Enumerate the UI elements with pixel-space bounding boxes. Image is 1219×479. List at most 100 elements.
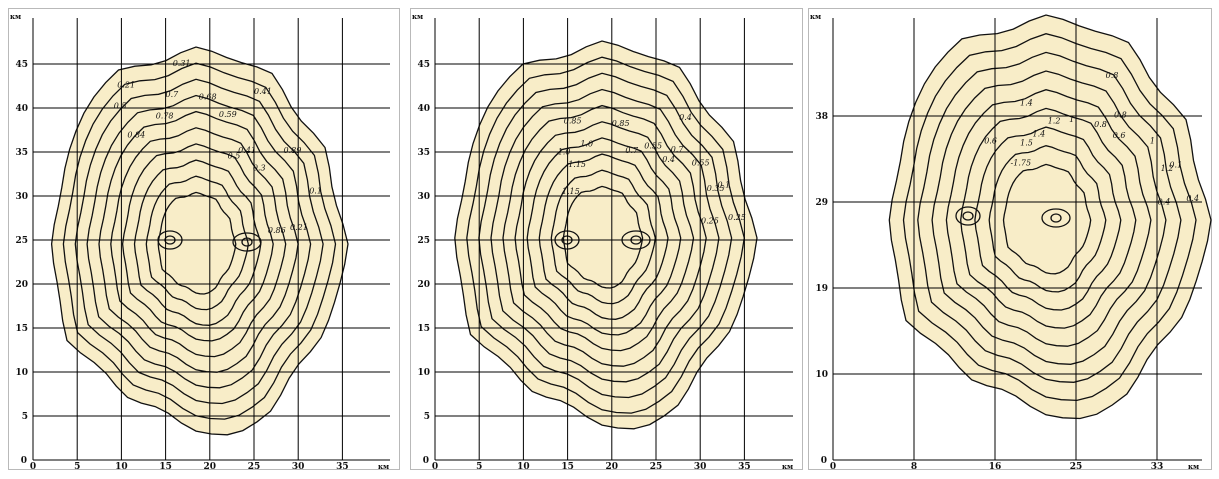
y-tick-label: 35: [417, 148, 430, 158]
contour-value-label: 0.6: [984, 137, 997, 146]
contour-value-label: 0.89: [283, 146, 301, 155]
y-tick-label: 15: [15, 324, 28, 334]
contour-line: [960, 107, 1137, 329]
contour-value-label: 0.7: [671, 145, 685, 154]
x-tick-label: 20: [204, 462, 217, 470]
contour-line: [74, 78, 324, 405]
contour-value-label: 0.21: [117, 80, 135, 89]
y-tick-label: 40: [417, 104, 430, 114]
contour-value-label: 0.25: [728, 213, 746, 222]
y-tick-label: 5: [424, 412, 430, 422]
contour-line: [945, 89, 1152, 347]
contour-line: [931, 70, 1167, 365]
x-tick-label: 25: [1070, 462, 1083, 470]
map-grid: [832, 18, 1202, 461]
contour-line: [466, 56, 745, 414]
y-tick-label: 15: [417, 324, 430, 334]
contour-value-label: 0.59: [219, 110, 237, 119]
x-tick-label: 15: [159, 462, 172, 470]
contour-value-label: 0.55: [644, 142, 662, 151]
map-grid: [32, 18, 390, 461]
contour-value-label: 0.5: [114, 102, 127, 111]
peak-core-contour: [962, 211, 974, 221]
contour-line: [1002, 163, 1092, 275]
contour-map-3: 0 8 16 25 33101929380кмкм0.10.40.60.811.21.4…: [808, 8, 1212, 470]
contour-value-label: 0.8: [1094, 120, 1107, 129]
x-unit-label: км: [782, 462, 793, 470]
map-area: [888, 14, 1212, 420]
x-tick-label: 10: [115, 462, 128, 470]
contour-value-label: 1.0: [580, 139, 593, 148]
contour-line: [562, 185, 644, 289]
x-tick-label: 0: [432, 462, 438, 470]
contour-value-label: 1.5: [1020, 138, 1033, 147]
peak-contour: [955, 206, 981, 226]
contour-value-label: 0.4: [662, 155, 675, 164]
contour-value-label: 0.41: [238, 146, 256, 155]
contour-value-label: 0.4: [1158, 198, 1171, 207]
x-tick-label: 8: [911, 462, 917, 470]
y-tick-label: 29: [815, 198, 828, 208]
contour-value-label: 1.4: [1020, 99, 1033, 108]
contour-value-label: 1.15: [568, 160, 586, 169]
contour-value-label: 0.55: [692, 159, 710, 168]
y-tick-label: 5: [22, 412, 28, 422]
x-tick-label: 0: [30, 462, 36, 470]
contour-value-label: 0.8: [1106, 71, 1119, 80]
map-area: [50, 46, 349, 436]
contour-line: [538, 153, 669, 320]
contour-value-label: 1.0: [558, 148, 571, 157]
contour-line: [157, 191, 237, 295]
contour-value-label: 0.7: [166, 90, 180, 99]
y-tick-label: 38: [815, 112, 828, 122]
y-tick-label: 40: [15, 104, 28, 114]
x-unit-label: км: [1188, 462, 1199, 470]
x-tick-label: 5: [74, 462, 80, 470]
contour-line: [145, 175, 249, 311]
y-unit-label: км: [810, 12, 821, 21]
contour-value-label: 0.4: [1186, 194, 1199, 203]
y-tick-label: 10: [417, 368, 430, 378]
contour-line: [526, 137, 682, 336]
contour-line: [490, 88, 720, 383]
contour-value-label: 1: [1069, 115, 1074, 124]
contour-value-label: 0.85: [564, 116, 582, 125]
map-panel-1: 0 5 10 15 20 25 30 35 5 10 15 20 25 30 35 40 45 0 км км 0.1 0…: [8, 8, 400, 470]
x-tick-label: 30: [694, 462, 707, 470]
contour-value-label: 0.1: [1169, 161, 1182, 170]
x-tick-label: 30: [292, 462, 305, 470]
y-unit-label: км: [412, 12, 423, 21]
panel-frame: [8, 8, 400, 470]
map-panel-3: 0 8 16 25 33 10 19 29 38 0 км км 0.1 0.4 0.6 0.8 1 1.2 1.4…: [808, 8, 1212, 470]
y-tick-label: 0: [423, 456, 429, 466]
x-tick-label: 35: [336, 462, 349, 470]
map-grid: [434, 18, 793, 461]
contour-line: [121, 143, 274, 342]
contour-line: [902, 33, 1197, 402]
contour-line: [917, 51, 1182, 383]
x-unit-label: км: [378, 462, 389, 470]
contour-value-label: 0.1: [718, 181, 731, 190]
contour-line: [502, 104, 707, 367]
y-tick-label: 30: [417, 192, 430, 202]
peak-contour: [1041, 208, 1071, 228]
contour-value-label: 0.4: [679, 113, 692, 122]
contour-value-label: 0.85: [612, 119, 630, 128]
contour-line: [86, 94, 312, 389]
contour-map-1: 0 5 10 15 20 25 30 35 5 10 15 20 25 30 35 40 45 0 км км 0.1 0…: [8, 8, 400, 470]
contour-value-label: 0.8: [1114, 110, 1127, 119]
contour-value-label: 0.3: [253, 163, 266, 172]
contour-value-label: 0.25: [701, 217, 719, 226]
contour-value-label: 0.84: [127, 131, 145, 140]
contour-value-label: 1.4: [1033, 129, 1046, 138]
map-area: [454, 40, 758, 430]
y-tick-label: 20: [417, 280, 430, 290]
x-tick-label: 20: [606, 462, 619, 470]
panel-frame: [410, 8, 803, 470]
y-tick-label: 20: [15, 280, 28, 290]
y-tick-label: 25: [15, 236, 28, 246]
y-tick-label: 10: [815, 370, 828, 380]
contour-value-label: -1.75: [1011, 159, 1032, 168]
contour-value-label: 1.15: [562, 187, 580, 196]
y-tick-label: 45: [15, 60, 28, 70]
